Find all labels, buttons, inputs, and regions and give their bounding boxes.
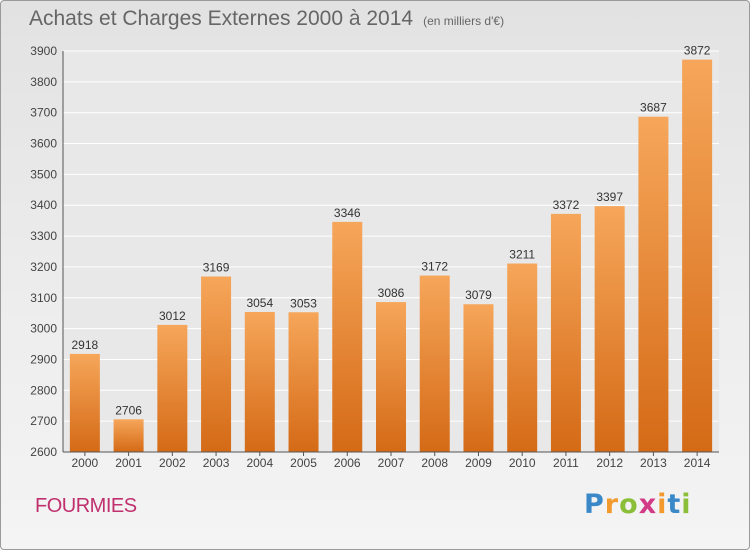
chart-subtitle: (en milliers d'€): [423, 14, 505, 28]
proxiti-logo: Proxiti: [584, 489, 692, 520]
x-tick-label: 2001: [115, 456, 142, 470]
bar: [332, 221, 363, 452]
y-tick-label: 3000: [30, 322, 57, 336]
bar-value-label: 3053: [290, 296, 317, 310]
y-tick-label: 2600: [30, 445, 57, 459]
bar-value-label: 3169: [203, 260, 230, 274]
chart-title-text: Achats et Charges Externes 2000 à 2014: [29, 7, 414, 30]
logo-letter: P: [584, 489, 605, 520]
bar-value-label: 2706: [115, 403, 142, 417]
x-tick-label: 2006: [334, 456, 361, 470]
y-tick-label: 3200: [30, 260, 57, 274]
x-tick-label: 2003: [203, 456, 230, 470]
bar: [550, 213, 581, 452]
y-tick-label: 3500: [30, 167, 57, 181]
bar-value-label: 3211: [509, 248, 535, 262]
x-tick-label: 2002: [159, 456, 186, 470]
bar-value-label: 3397: [596, 190, 623, 204]
logo-letter: i: [681, 489, 692, 520]
bar: [682, 59, 713, 452]
bar: [594, 206, 625, 452]
bar: [376, 302, 406, 452]
y-tick-label: 3700: [30, 106, 57, 120]
location-name: FOURMIES: [35, 495, 137, 517]
bar-value-label: 3172: [421, 260, 448, 274]
x-tick-label: 2000: [72, 456, 99, 470]
x-tick-label: 2005: [290, 456, 317, 470]
x-tick-label: 2013: [640, 456, 667, 470]
x-tick-label: 2004: [246, 456, 273, 470]
x-tick-label: 2009: [465, 456, 492, 470]
bar: [113, 419, 144, 452]
y-tick-label: 3600: [30, 137, 57, 151]
logo-letter: r: [604, 489, 620, 520]
x-tick-label: 2011: [553, 456, 579, 470]
bar-value-label: 2918: [72, 338, 99, 352]
bar-value-label: 3372: [553, 198, 580, 212]
y-tick-label: 3800: [30, 75, 57, 89]
x-tick-label: 2014: [684, 456, 711, 470]
x-tick-label: 2012: [596, 456, 623, 470]
logo-letter: i: [657, 489, 668, 520]
bar-value-label: 3079: [465, 288, 492, 302]
bar: [201, 276, 232, 452]
logo-letter: x: [638, 489, 658, 520]
bar: [419, 275, 450, 452]
y-tick-label: 3100: [30, 291, 57, 305]
x-tick-label: 2010: [509, 456, 536, 470]
bar-value-label: 3012: [159, 309, 186, 323]
bar-value-label: 3086: [378, 286, 405, 300]
logo-letter: o: [619, 489, 639, 520]
bar-value-label: 3872: [684, 44, 711, 58]
bar: [69, 353, 100, 452]
bar: [244, 311, 275, 452]
y-tick-label: 2700: [30, 414, 57, 428]
y-tick-label: 3300: [30, 229, 57, 243]
bar-value-label: 3054: [246, 296, 273, 310]
x-tick-label: 2008: [421, 456, 448, 470]
chart-title: Achats et Charges Externes 2000 à 2014 (e…: [29, 7, 504, 31]
bar: [157, 324, 188, 452]
bar: [463, 304, 494, 452]
bar-value-label: 3687: [640, 101, 667, 115]
bar: [507, 263, 538, 452]
y-tick-label: 3400: [30, 198, 57, 212]
x-tick-label: 2007: [378, 456, 405, 470]
y-tick-label: 2900: [30, 352, 57, 366]
bar-value-label: 3346: [334, 206, 361, 220]
bar: [288, 312, 319, 452]
y-tick-label: 2800: [30, 383, 57, 397]
bar: [638, 116, 669, 453]
logo-letter: t: [667, 489, 682, 520]
y-tick-label: 3900: [30, 44, 57, 58]
